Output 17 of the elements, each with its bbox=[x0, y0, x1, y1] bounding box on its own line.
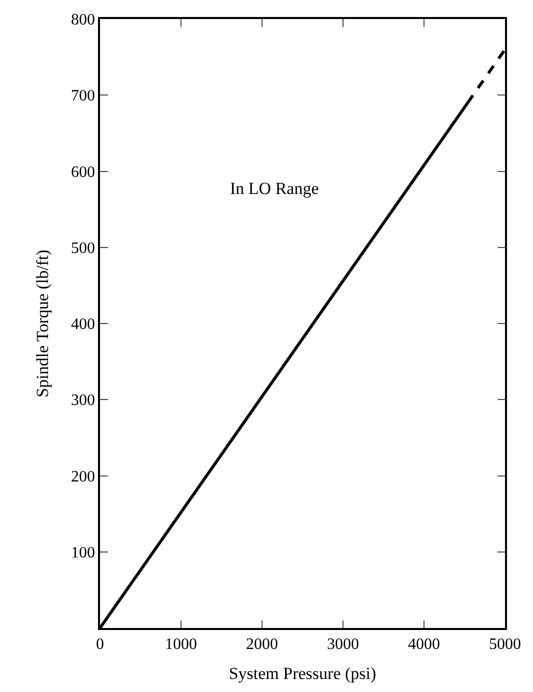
annotation: In LO Range bbox=[230, 179, 319, 198]
x-tick-label: 3000 bbox=[327, 636, 359, 653]
y-tick-label: 700 bbox=[71, 88, 96, 105]
x-tick-label: 1000 bbox=[165, 636, 197, 653]
x-tick-label: 0 bbox=[96, 636, 104, 653]
y-tick-label: 500 bbox=[71, 240, 96, 257]
x-axis-title: System Pressure (psi) bbox=[228, 664, 376, 683]
y-tick-label: 200 bbox=[71, 468, 96, 486]
y-tick-label: 400 bbox=[71, 316, 96, 334]
x-tick-label: 2000 bbox=[246, 636, 278, 653]
x-tick-label: 4000 bbox=[408, 636, 440, 653]
x-tick-label: 5000 bbox=[489, 636, 521, 653]
y-tick-label: 800 bbox=[71, 12, 96, 29]
y-tick-label: 100 bbox=[71, 544, 96, 562]
y-tick-label: 300 bbox=[71, 392, 96, 410]
y-tick-label: 600 bbox=[71, 164, 96, 181]
y-axis-title: Spindle Torque (lb/ft) bbox=[33, 250, 52, 398]
